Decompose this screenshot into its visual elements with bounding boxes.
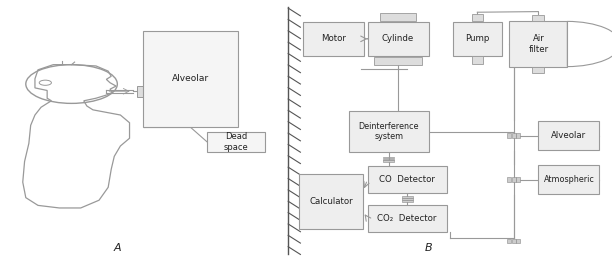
Bar — [508, 133, 511, 138]
Bar — [512, 239, 516, 243]
Bar — [472, 56, 483, 64]
Bar — [508, 177, 511, 182]
Bar — [472, 14, 483, 21]
Bar — [383, 158, 394, 160]
Bar — [143, 31, 238, 127]
Bar — [453, 22, 502, 56]
Bar — [379, 13, 416, 21]
Bar — [349, 111, 428, 152]
Text: A: A — [113, 243, 121, 253]
Bar — [532, 15, 544, 21]
Text: Dead
space: Dead space — [224, 132, 249, 152]
Bar — [299, 174, 363, 229]
Text: CO  Detector: CO Detector — [379, 175, 435, 184]
Bar — [402, 198, 413, 200]
Text: Alveolar: Alveolar — [551, 131, 587, 140]
Text: Pump: Pump — [465, 34, 490, 43]
Bar — [512, 177, 516, 182]
Text: Atmospheric: Atmospheric — [544, 175, 595, 184]
Bar — [137, 86, 150, 97]
Bar — [374, 57, 422, 65]
Bar — [516, 177, 520, 182]
Bar — [532, 67, 544, 73]
Bar — [368, 166, 447, 193]
Text: Deinterference
system: Deinterference system — [359, 122, 419, 141]
Bar — [516, 239, 520, 243]
Bar — [508, 239, 511, 243]
Text: Calculator: Calculator — [309, 197, 352, 206]
Text: B: B — [425, 243, 432, 253]
Bar — [516, 133, 520, 138]
Bar — [538, 121, 600, 150]
Text: CO₂  Detector: CO₂ Detector — [378, 214, 437, 223]
Bar — [402, 200, 413, 202]
Text: Motor: Motor — [322, 34, 346, 43]
Bar — [383, 161, 394, 162]
Bar — [383, 157, 394, 158]
Bar — [509, 21, 568, 67]
Bar — [368, 22, 428, 56]
Bar — [512, 133, 516, 138]
Bar — [368, 205, 447, 232]
Bar — [303, 22, 365, 56]
Text: Air
filter: Air filter — [528, 34, 549, 54]
Text: Cylinde: Cylinde — [382, 34, 414, 43]
Text: Alveolar: Alveolar — [172, 74, 209, 83]
Bar — [538, 165, 600, 194]
Bar — [402, 196, 413, 198]
Bar — [207, 132, 265, 152]
